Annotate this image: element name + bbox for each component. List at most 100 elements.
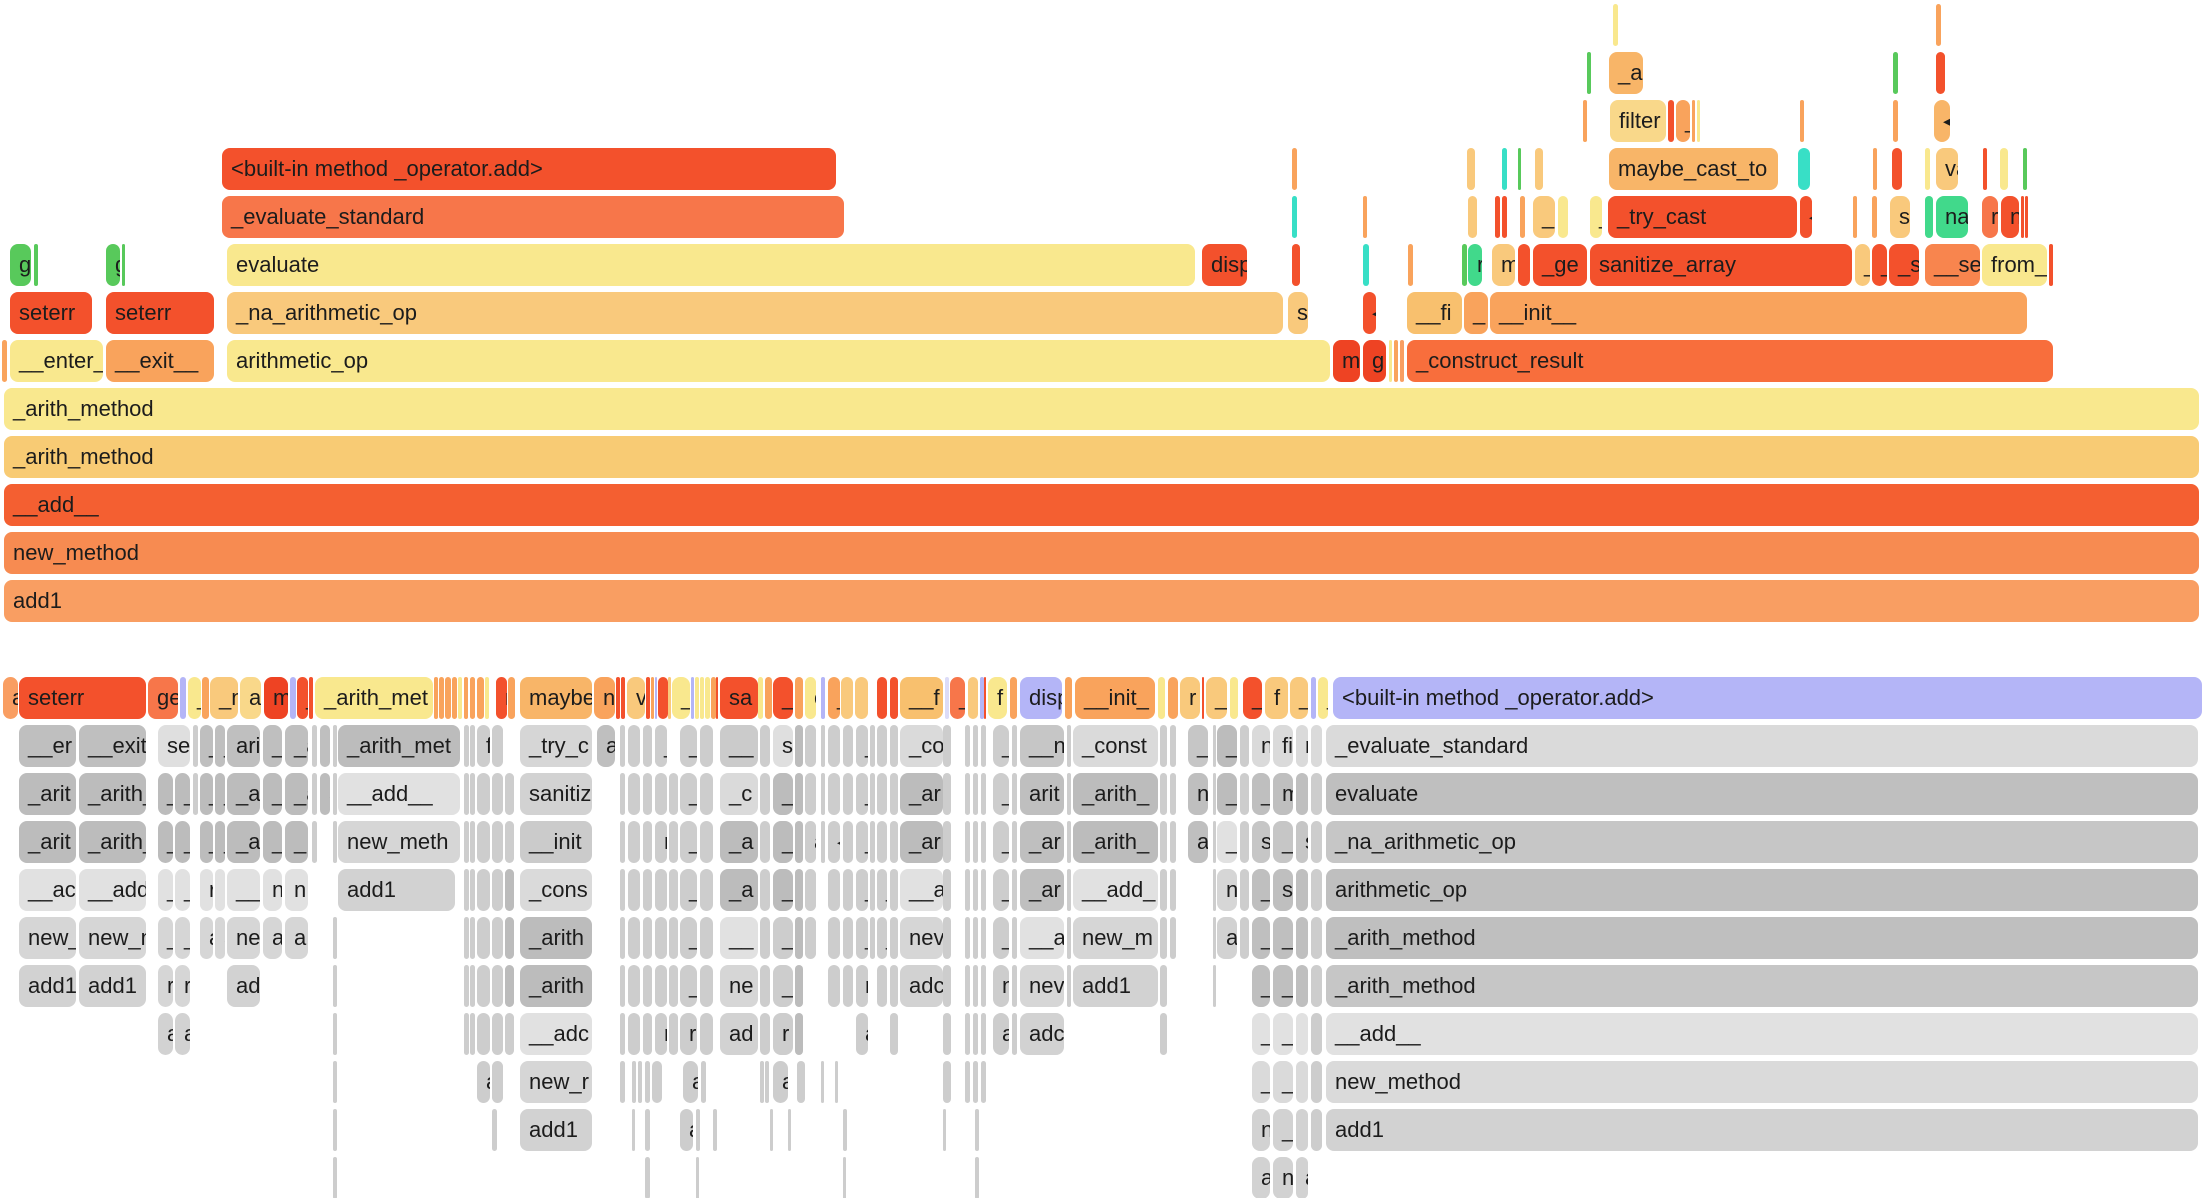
flame-block[interactable] [477, 773, 490, 815]
flame-block[interactable] [965, 773, 970, 815]
flame-block[interactable]: _ [158, 917, 173, 959]
flame-block[interactable]: _ge [1533, 244, 1587, 286]
flame-block[interactable] [973, 821, 978, 863]
flame-block[interactable] [122, 244, 125, 286]
flame-block[interactable]: __enter__ [10, 340, 103, 382]
flame-block[interactable]: from_ [1982, 244, 2047, 286]
flame-block[interactable]: _ [175, 869, 190, 911]
flame-block[interactable] [1613, 4, 1618, 46]
flame-block[interactable]: _ [1290, 677, 1308, 719]
flame-block[interactable] [620, 869, 625, 911]
flame-block[interactable]: n [1252, 725, 1270, 767]
flame-block[interactable]: _arit [19, 821, 76, 863]
flame-block[interactable]: seterr [19, 677, 146, 719]
flame-block[interactable]: nev [1020, 965, 1064, 1007]
flame-block[interactable] [645, 1109, 650, 1151]
flame-block[interactable]: a [263, 917, 282, 959]
flame-block[interactable]: ge [148, 677, 178, 719]
flame-block[interactable]: fi [1273, 725, 1293, 767]
flame-block[interactable] [643, 773, 652, 815]
flame-block[interactable] [1170, 773, 1176, 815]
flame-block[interactable]: _ [993, 725, 1009, 767]
flame-block[interactable] [485, 677, 489, 719]
flame-block[interactable] [1296, 869, 1308, 911]
flame-block[interactable] [464, 773, 469, 815]
flame-block[interactable]: _co [900, 725, 943, 767]
flame-block[interactable]: __add [79, 869, 146, 911]
flame-block[interactable] [943, 1013, 951, 1055]
flame-block[interactable]: s [773, 725, 793, 767]
flame-block[interactable]: a [1188, 821, 1208, 863]
flame-block[interactable] [821, 1061, 824, 1103]
flame-block[interactable]: disp [1202, 244, 1247, 286]
flame-block[interactable]: s [1296, 821, 1308, 863]
flame-block[interactable] [669, 821, 678, 863]
flame-block[interactable]: _ [655, 725, 667, 767]
flame-block[interactable]: add1 [520, 1109, 592, 1151]
flame-block[interactable] [843, 773, 853, 815]
flame-block[interactable] [713, 1109, 717, 1151]
flame-block[interactable] [470, 773, 475, 815]
flame-block[interactable]: n [285, 869, 308, 911]
flame-block[interactable]: _cons [520, 869, 592, 911]
flame-block[interactable]: r [175, 965, 190, 1007]
flame-block[interactable] [770, 1109, 773, 1151]
flame-block[interactable] [890, 869, 898, 911]
flame-block[interactable]: r [655, 821, 667, 863]
flame-block[interactable] [628, 821, 640, 863]
flame-block[interactable]: _arith_met [315, 677, 433, 719]
flame-block[interactable]: _arith_ [79, 821, 146, 863]
flame-block[interactable]: ad [227, 965, 260, 1007]
flame-block[interactable]: a [320, 773, 330, 815]
flame-block[interactable]: _try_cast [1608, 196, 1797, 238]
flame-block[interactable] [711, 677, 716, 719]
flame-block[interactable]: arit [1020, 773, 1064, 815]
flame-block[interactable] [981, 869, 986, 911]
flame-block[interactable]: _ [856, 773, 868, 815]
flame-block[interactable] [973, 1061, 978, 1103]
flame-block[interactable] [795, 1013, 803, 1055]
flame-block[interactable]: __add__ [338, 773, 460, 815]
flame-block[interactable] [1692, 100, 1695, 142]
flame-block[interactable]: new_r [520, 1061, 592, 1103]
flame-block[interactable] [828, 965, 840, 1007]
flame-block[interactable] [1067, 917, 1071, 959]
flame-block[interactable] [1311, 821, 1322, 863]
flame-block[interactable]: _ [993, 821, 1009, 863]
flame-block[interactable] [890, 677, 898, 719]
flame-block[interactable] [1296, 1109, 1308, 1151]
flame-block[interactable] [180, 677, 186, 719]
flame-block[interactable] [943, 869, 951, 911]
flame-block[interactable] [333, 773, 337, 815]
flame-block[interactable]: _ [680, 725, 697, 767]
flame-block[interactable] [508, 677, 515, 719]
flame-block[interactable] [464, 917, 469, 959]
flame-block[interactable]: sa [720, 677, 758, 719]
flame-block[interactable] [1311, 725, 1322, 767]
flame-block[interactable]: _ [856, 917, 868, 959]
flame-block[interactable] [700, 965, 713, 1007]
flame-block[interactable] [1558, 196, 1568, 238]
flame-block[interactable] [981, 1013, 986, 1055]
flame-block[interactable] [1160, 917, 1167, 959]
flame-block[interactable] [700, 1013, 713, 1055]
flame-block[interactable]: a [993, 1013, 1009, 1055]
flame-block[interactable]: r [1180, 677, 1200, 719]
flame-block[interactable] [477, 677, 484, 719]
flame-block[interactable]: _try_c [520, 725, 592, 767]
flame-block[interactable] [655, 677, 657, 719]
flame-block[interactable]: _ [1252, 869, 1270, 911]
flame-block[interactable]: __ [720, 917, 758, 959]
flame-block[interactable] [795, 869, 803, 911]
flame-block[interactable]: new_method [1326, 1061, 2198, 1103]
flame-block[interactable]: a [856, 1013, 868, 1055]
flame-block[interactable] [870, 773, 875, 815]
flame-block[interactable] [669, 1013, 678, 1055]
flame-block[interactable]: n [993, 965, 1009, 1007]
flame-block[interactable]: s [1890, 196, 1910, 238]
flame-block[interactable]: sanitiz [520, 773, 592, 815]
flame-block[interactable] [943, 1109, 946, 1151]
flame-block[interactable]: n [263, 869, 282, 911]
flame-block[interactable] [470, 677, 475, 719]
flame-block[interactable] [1798, 148, 1810, 190]
